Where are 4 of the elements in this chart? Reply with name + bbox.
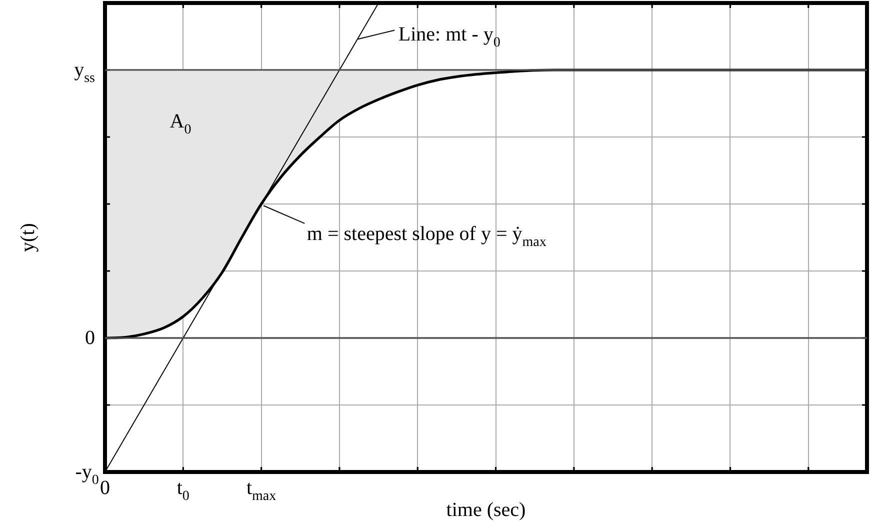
y-axis-title: y(t) [17,223,39,252]
ref-line-label: 0 [85,327,95,349]
x-tick-label: 0 [100,477,110,499]
x-axis-title: time (sec) [446,499,526,521]
